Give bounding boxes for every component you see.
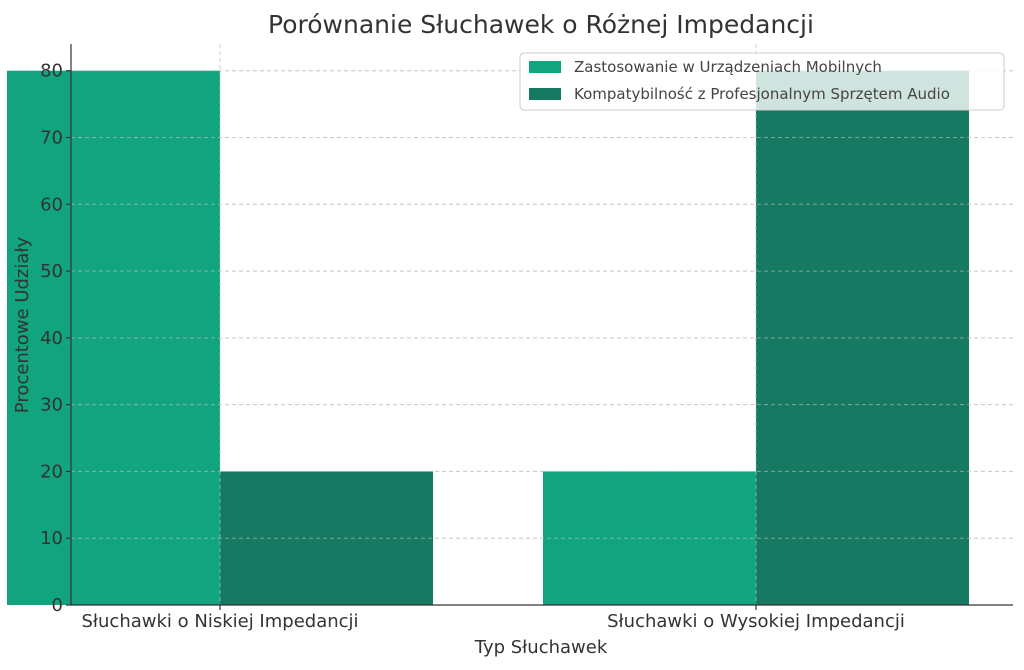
- labels-layer: Porównanie Słuchawek o Różnej Impedancji…: [12, 10, 814, 658]
- bars-layer: [7, 44, 1013, 605]
- legend-swatch: [529, 88, 561, 100]
- y-tick-label: 40: [40, 328, 63, 349]
- y-tick-label: 70: [40, 128, 63, 149]
- y-tick-label: 80: [40, 61, 63, 82]
- legend-label: Kompatybilność z Profesjonalnym Sprzętem…: [574, 85, 950, 103]
- y-tick-label: 50: [40, 261, 63, 282]
- y-tick-label: 10: [40, 528, 63, 549]
- x-tick-label: Słuchawki o Wysokiej Impedancji: [607, 611, 905, 632]
- x-tick-label: Słuchawki o Niskiej Impedancji: [81, 611, 358, 632]
- legend-label: Zastosowanie w Urządzeniach Mobilnych: [574, 58, 882, 76]
- axes-layer: 0 10 20 30 40 50 60 70 80 Słuchawki o Niskiej Imp…: [40, 44, 1013, 632]
- chart-title: Porównanie Słuchawek o Różnej Impedancji: [268, 10, 814, 39]
- x-axis-label: Typ Słuchawek: [474, 637, 608, 658]
- y-tick-label: 60: [40, 194, 63, 215]
- y-axis-label: Procentowe Udziały: [12, 236, 33, 413]
- y-tick-label: 20: [40, 461, 63, 482]
- legend-box: [519, 52, 1005, 111]
- y-tick-label: 30: [40, 395, 63, 416]
- y-tick-label: 0: [52, 595, 63, 616]
- legend-swatch: [529, 61, 561, 73]
- legend: Zastosowanie w Urządzeniach Mobilnych Kom…: [519, 52, 1005, 111]
